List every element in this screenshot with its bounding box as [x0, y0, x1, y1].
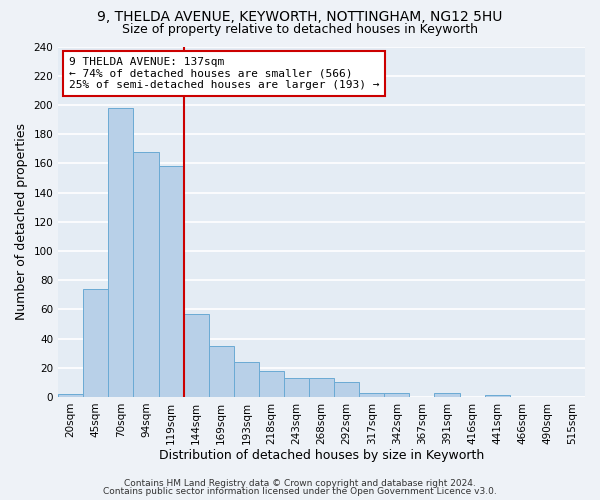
- Text: Size of property relative to detached houses in Keyworth: Size of property relative to detached ho…: [122, 22, 478, 36]
- Bar: [334, 382, 359, 397]
- Text: Contains HM Land Registry data © Crown copyright and database right 2024.: Contains HM Land Registry data © Crown c…: [124, 478, 476, 488]
- Bar: [485, 396, 510, 397]
- Text: Contains public sector information licensed under the Open Government Licence v3: Contains public sector information licen…: [103, 487, 497, 496]
- Bar: [359, 392, 385, 397]
- Bar: [259, 370, 284, 397]
- Y-axis label: Number of detached properties: Number of detached properties: [15, 123, 28, 320]
- Bar: [434, 392, 460, 397]
- Text: 9 THELDA AVENUE: 137sqm
← 74% of detached houses are smaller (566)
25% of semi-d: 9 THELDA AVENUE: 137sqm ← 74% of detache…: [69, 57, 379, 90]
- Bar: [133, 152, 158, 397]
- Bar: [83, 289, 109, 397]
- Bar: [385, 392, 409, 397]
- Bar: [58, 394, 83, 397]
- Bar: [184, 314, 209, 397]
- Text: 9, THELDA AVENUE, KEYWORTH, NOTTINGHAM, NG12 5HU: 9, THELDA AVENUE, KEYWORTH, NOTTINGHAM, …: [97, 10, 503, 24]
- Bar: [309, 378, 334, 397]
- Bar: [209, 346, 234, 397]
- Bar: [109, 108, 133, 397]
- X-axis label: Distribution of detached houses by size in Keyworth: Distribution of detached houses by size …: [159, 450, 484, 462]
- Bar: [284, 378, 309, 397]
- Bar: [234, 362, 259, 397]
- Bar: [158, 166, 184, 397]
